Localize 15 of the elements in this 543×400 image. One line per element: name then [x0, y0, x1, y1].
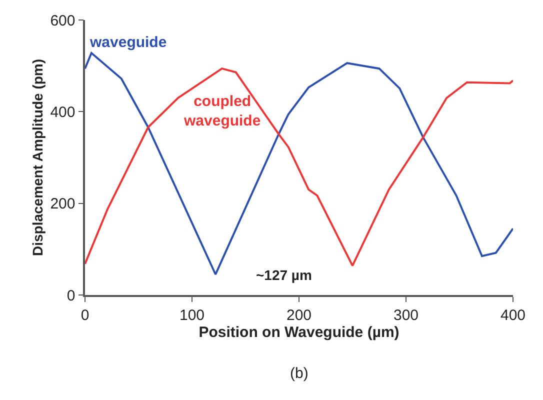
series-label: waveguide [89, 34, 167, 51]
text: (b) [290, 365, 308, 382]
x-axis-title: Position on Waveguide (µm) [198, 324, 400, 341]
series-label: coupled waveguide [183, 93, 261, 130]
x-tick-label: 100 [179, 306, 205, 324]
y-tick-label: 400 [50, 104, 76, 121]
y-tick-label: 200 [50, 196, 76, 213]
x-tick-label: 0 [80, 306, 90, 324]
x-tick-label: 200 [286, 306, 312, 324]
y-tick-label: 600 [50, 12, 76, 30]
x-tick-label: 400 [500, 306, 526, 324]
y-axis-title: Displacement Amplitude (pm) [29, 58, 46, 256]
annotation: ~127 µm [256, 267, 312, 283]
x-tick-label: 300 [393, 306, 419, 324]
y-tick-label: 0 [66, 287, 76, 304]
